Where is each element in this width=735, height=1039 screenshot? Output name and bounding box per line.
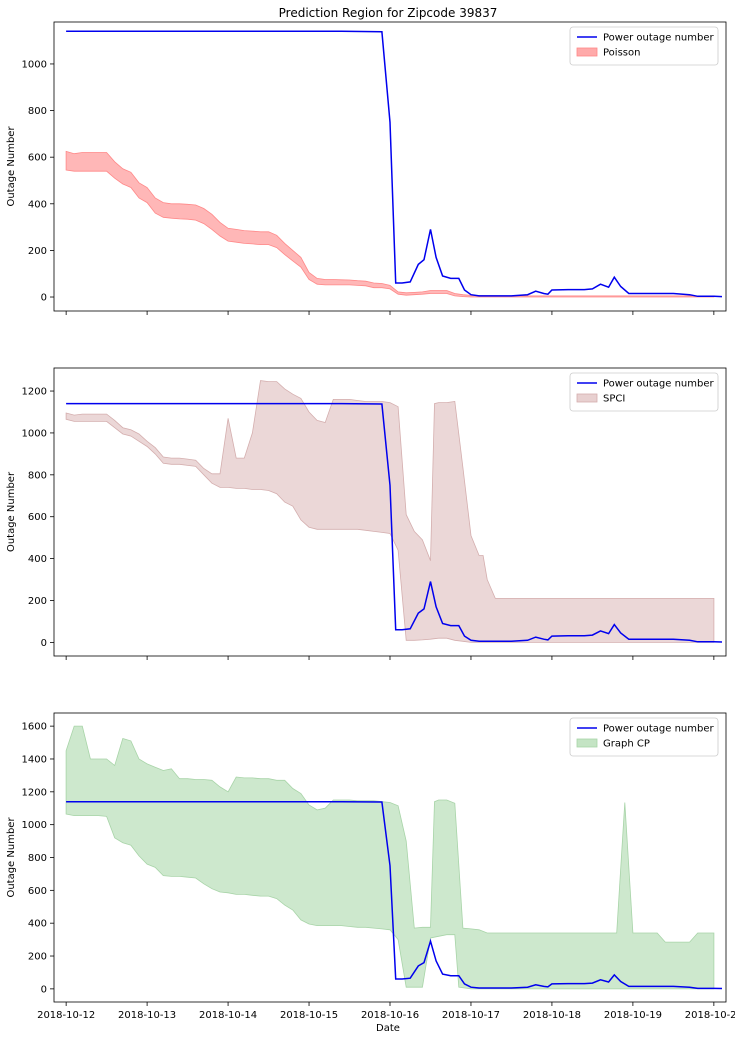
legend: Power outage number Poisson: [569, 26, 719, 66]
legend-label-band: Graph CP: [603, 739, 650, 750]
panel-2: 0 200 400 600 800 1000 1200 Outage Number Power …: [6, 367, 727, 660]
y-tick-label: 200: [28, 246, 47, 257]
y-tick-label: 0: [41, 638, 47, 649]
chart-title: Prediction Region for Zipcode 39837: [279, 6, 498, 20]
x-axis-label: Date: [376, 1023, 400, 1034]
y-tick-label: 0: [41, 984, 47, 995]
x-tick-label: 2018-10-13: [118, 1010, 176, 1021]
x-tick-label: 2018-10-16: [361, 1010, 419, 1021]
legend-label-band: SPCI: [603, 394, 625, 405]
prediction-band: [65, 380, 715, 643]
panel-3: 0 200 400 600 800 1000 1200 1400 1600 2018-10-12 2…: [6, 712, 735, 1021]
prediction-band: [65, 150, 715, 298]
legend-band-swatch: [576, 393, 598, 403]
legend-label-actual: Power outage number: [603, 379, 715, 390]
y-tick-label: 800: [28, 853, 47, 864]
legend: Power outage number SPCI: [569, 372, 719, 412]
y-tick-label: 200: [28, 596, 47, 607]
y-tick-label: 1200: [22, 387, 47, 398]
x-tick-label: 2018-10-18: [523, 1010, 581, 1021]
y-tick-label: 600: [28, 153, 47, 164]
y-tick-label: 200: [28, 952, 47, 963]
y-tick-label: 400: [28, 554, 47, 565]
y-tick-label: 600: [28, 886, 47, 897]
y-tick-label: 1400: [22, 754, 47, 765]
y-tick-label: 1600: [22, 722, 47, 733]
x-tick-label: 2018-10-15: [280, 1010, 338, 1021]
y-tick-label: 800: [28, 106, 47, 117]
x-tick-label: 2018-10-12: [37, 1010, 95, 1021]
y-tick-label: 400: [28, 199, 47, 210]
y-tick-label: 1200: [22, 787, 47, 798]
y-axis-label: Outage Number: [6, 471, 17, 552]
x-tick-label: 2018-10-14: [199, 1010, 257, 1021]
legend-box: [569, 372, 719, 412]
prediction-band: [65, 725, 715, 990]
panel-1: 0 200 400 600 800 1000 Outage Number Power outa…: [6, 21, 727, 315]
legend-label-actual: Power outage number: [603, 33, 715, 44]
y-tick-label: 1000: [22, 428, 47, 439]
y-axis-label: Outage Number: [6, 817, 17, 898]
y-tick-label: 600: [28, 512, 47, 523]
y-tick-label: 800: [28, 470, 47, 481]
x-tick-label: 2018-10-17: [442, 1010, 500, 1021]
legend-band-swatch: [576, 738, 598, 748]
power-outage-line: [66, 402, 723, 643]
legend-band-swatch: [576, 47, 598, 57]
power-outage-line: [66, 800, 723, 990]
legend-box: [569, 717, 719, 757]
legend-label-band: Poisson: [603, 48, 640, 59]
legend: Power outage number Graph CP: [569, 717, 719, 757]
x-tick-label: 2018-10-19: [604, 1010, 662, 1021]
y-axis-label: Outage Number: [6, 126, 17, 207]
power-outage-line: [66, 30, 723, 298]
y-tick-label: 400: [28, 919, 47, 930]
x-tick-label: 2018-10-20: [685, 1010, 735, 1021]
legend-box: [569, 26, 719, 66]
y-tick-label: 1000: [22, 820, 47, 831]
y-tick-label: 0: [41, 293, 47, 304]
legend-label-actual: Power outage number: [603, 724, 715, 735]
y-tick-label: 1000: [22, 59, 47, 70]
